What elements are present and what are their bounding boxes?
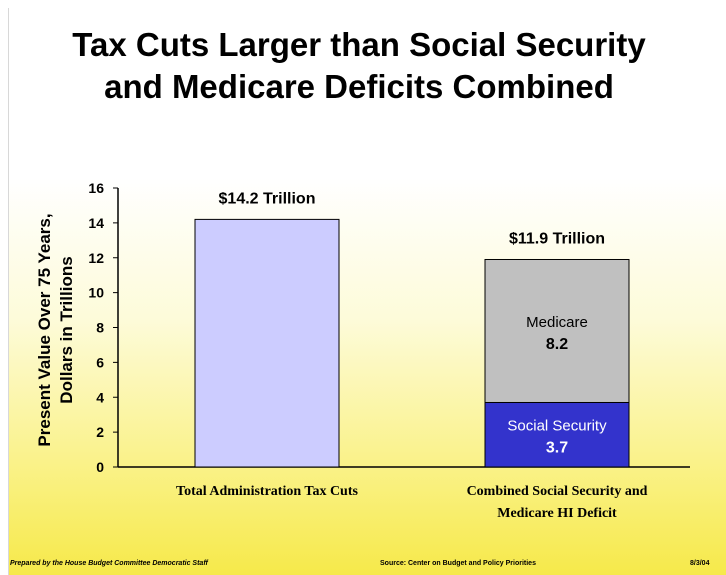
y-tick-label: 0: [96, 459, 104, 475]
footer-prepared-by: Prepared by the House Budget Committee D…: [10, 560, 208, 567]
bar-segment: [195, 219, 339, 467]
segment-value-label: 8.2: [546, 336, 568, 353]
bar-total-label: $11.9 Trillion: [509, 230, 605, 247]
y-tick-label: 6: [96, 354, 104, 370]
footer-source: Source: Center on Budget and Policy Prio…: [380, 560, 536, 567]
y-tick-label: 2: [96, 424, 104, 440]
y-tick-label: 16: [88, 180, 104, 196]
y-axis-label-line-1: Present Value Over 75 Years,: [35, 213, 54, 446]
segment-label: Medicare: [526, 314, 588, 331]
y-tick-label: 8: [96, 320, 104, 336]
x-category-label-line-2: Medicare HI Deficit: [497, 506, 617, 521]
segment-label: Social Security: [507, 418, 607, 435]
segment-value-label: 3.7: [546, 440, 568, 457]
y-axis-label-line-2: Dollars in Trillions: [57, 256, 76, 403]
footer-date: 8/3/04: [690, 560, 709, 567]
x-category-label: Combined Social Security and: [467, 484, 648, 499]
y-tick-label: 4: [96, 389, 104, 405]
y-tick-label: 14: [88, 215, 104, 231]
y-tick-label: 10: [88, 285, 104, 301]
x-category-label: Total Administration Tax Cuts: [176, 484, 358, 499]
y-tick-label: 12: [88, 250, 104, 266]
bar-total-label: $14.2 Trillion: [219, 190, 316, 207]
